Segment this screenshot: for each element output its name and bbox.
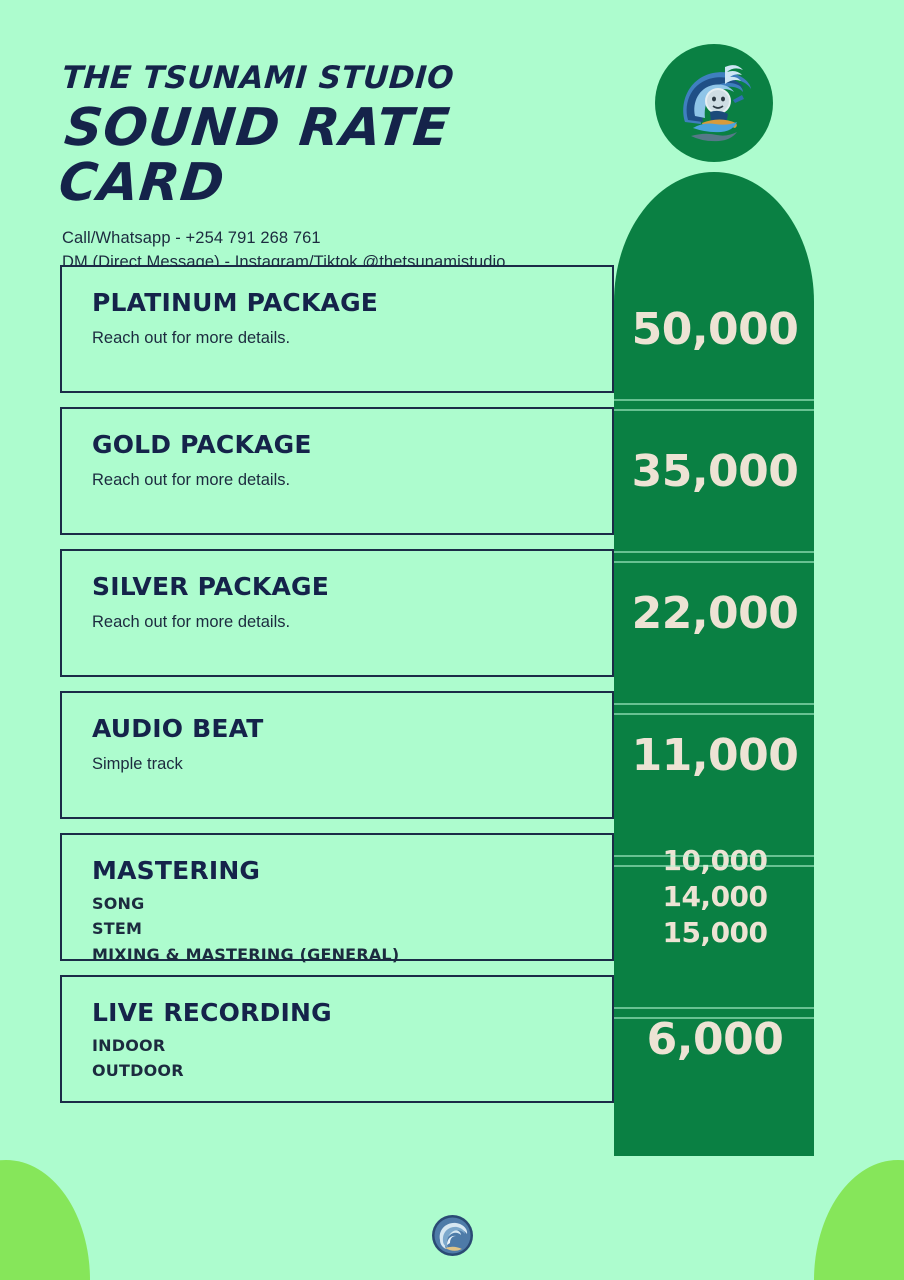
tsunami-wave-footer-icon [431,1214,474,1257]
row-info: PLATINUM PACKAGE Reach out for more deta… [60,265,614,393]
price-column-separator [614,703,814,705]
table-row: LIVE RECORDING INDOOR OUTDOOR 6,000 [60,975,816,1103]
row-price: 15,000 [662,915,768,949]
tsunami-wave-logo [655,44,773,162]
row-title: SILVER PACKAGE [92,572,330,601]
row-price: 14,000 [662,880,768,914]
row-subitem: MIXING & MASTERING (GENERAL) [92,944,400,964]
row-info: AUDIO BEAT Simple track [60,691,614,819]
wave-surfer-icon [683,65,751,142]
decorative-arch-bottom-right [814,1160,904,1280]
price-column-separator [614,865,814,867]
rate-rows: PLATINUM PACKAGE Reach out for more deta… [60,265,816,1117]
price-column-separator [614,855,814,857]
decorative-arch-bottom-left [0,1160,90,1280]
row-subitems: INDOOR OUTDOOR [92,1033,612,1084]
row-title: GOLD PACKAGE [92,430,312,459]
row-price: 35,000 [631,445,799,497]
price-column-separator [614,399,814,401]
row-subitem: OUTDOOR [92,1061,184,1081]
row-subitem: STEM [92,919,143,939]
row-description: Simple track [92,754,183,773]
price-column-separator [614,409,814,411]
contact-phone: Call/Whatsapp - +254 791 268 761 [62,228,321,247]
row-info: LIVE RECORDING INDOOR OUTDOOR [60,975,614,1103]
row-title: AUDIO BEAT [92,714,264,743]
row-subitem: INDOOR [92,1035,166,1055]
price-column-backdrop [614,172,814,1156]
row-price-list: 10,000 14,000 15,000 [614,833,816,961]
row-subitem: SONG [92,893,145,913]
table-row: PLATINUM PACKAGE Reach out for more deta… [60,265,816,393]
row-title: PLATINUM PACKAGE [92,288,379,317]
page-title: SOUND RATE CARD [56,97,454,213]
price-column-separator [614,1007,814,1009]
row-price: 11,000 [631,729,799,781]
row-info: GOLD PACKAGE Reach out for more details. [60,407,614,535]
row-price: 10,000 [662,844,768,878]
row-title: LIVE RECORDING [92,998,332,1027]
price-column-separator [614,561,814,563]
row-subitems: SONG STEM MIXING & MASTERING (GENERAL) [92,891,612,968]
row-price: 50,000 [631,303,799,355]
row-description: Reach out for more details. [92,470,291,489]
row-description: Reach out for more details. [92,328,291,347]
row-price: 6,000 [646,1013,784,1065]
price-column-separator [614,551,814,553]
price-column-separator [614,1017,814,1019]
row-info: MASTERING SONG STEM MIXING & MASTERING (… [60,833,614,964]
row-title: MASTERING [92,856,261,885]
price-column-separator [614,713,814,715]
brand-name: THE TSUNAMI STUDIO [60,60,456,96]
wave-circle-icon [432,1215,473,1256]
table-row: GOLD PACKAGE Reach out for more details.… [60,407,816,535]
header: THE TSUNAMI STUDIO SOUND RATE CARD Call/… [56,60,622,275]
row-description: Reach out for more details. [92,612,291,631]
row-info: SILVER PACKAGE Reach out for more detail… [60,549,614,677]
table-row: MASTERING SONG STEM MIXING & MASTERING (… [60,833,816,964]
table-row: SILVER PACKAGE Reach out for more detail… [60,549,816,677]
table-row: AUDIO BEAT Simple track 11,000 [60,691,816,819]
row-price: 22,000 [631,587,799,639]
